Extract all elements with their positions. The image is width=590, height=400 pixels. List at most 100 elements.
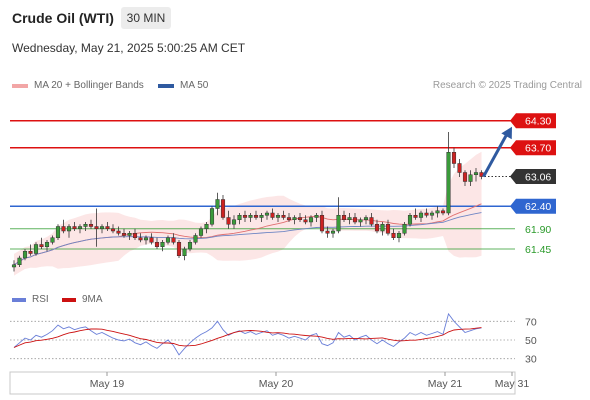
price-tag-text: 64.30 [525,116,551,128]
current-price-tag: 63.06 [510,169,556,185]
candle [209,206,215,227]
candle [319,210,325,234]
candle-body [347,217,352,220]
candle-body [413,215,418,218]
candle-body [61,226,66,232]
candle [248,213,253,222]
candle-body [171,237,176,243]
candle-body [160,242,165,247]
candle-body [369,217,374,225]
candle [435,206,440,218]
candle-body [259,215,264,218]
candle-body [198,228,204,236]
candle-body [325,230,330,234]
instrument-title: Crude Oil (WTI) [12,10,114,26]
candle-body [446,152,451,214]
ma9-label: 9MA [82,294,103,305]
candle [226,210,231,229]
candle-body [231,219,237,225]
candle-body [33,244,39,254]
legend-rsi: RSI [12,294,49,305]
ma20-swatch [12,83,28,88]
candle [457,159,462,177]
ma50-label: MA 50 [180,80,209,91]
candle-body [28,251,33,254]
candle [462,170,468,186]
interval-selector[interactable]: 30 MIN [121,7,171,29]
candle-body [308,217,314,223]
candle-body [83,224,88,227]
candle-body [77,226,83,229]
candle [149,233,154,245]
candle-body [319,215,325,232]
candle-body [380,224,385,232]
candle [407,213,413,227]
candle-body [165,237,171,243]
candle [237,213,242,225]
candle [198,226,204,238]
candle-body [435,210,440,214]
price-tag-text: 63.70 [525,143,551,155]
candle [17,255,22,267]
rsi-ma9-line [13,327,482,348]
candle [363,215,369,225]
candle [165,235,171,245]
candle [352,213,358,225]
candle [121,228,127,238]
rsi-swatch [12,297,26,302]
candle-body [451,152,457,164]
candle-body [363,217,369,220]
x-tick-label: May 21 [428,378,463,390]
candle-body [253,215,259,218]
price-tag-box [510,113,556,129]
candle [281,210,286,220]
candle-body [116,230,121,234]
candle-body [209,208,215,225]
candle-body [182,248,187,256]
candle [292,215,297,225]
candle [446,132,451,216]
candle [160,240,165,252]
candle-body [281,215,286,218]
candle [270,208,275,220]
candle [154,237,160,249]
candle [193,233,198,245]
candle [330,228,336,238]
candle [429,210,435,220]
candle [66,224,72,238]
candle [116,226,121,236]
candle-body [297,217,303,220]
level-label-61.90: 61.90 [525,224,551,236]
candle [418,210,424,222]
candle [22,249,28,261]
price-tag-box [510,140,556,156]
candle [314,213,319,222]
candle [264,210,270,220]
candle-body [50,237,55,243]
candle [110,224,116,234]
candle-body [88,224,94,227]
candle-body [149,237,154,243]
candle-body [220,199,226,218]
price-tag-text: 63.06 [525,171,551,183]
candle [369,213,374,227]
candle-body [358,219,363,223]
candle-body [193,235,198,243]
candle [308,215,314,227]
candle [61,219,66,234]
candle [220,195,226,220]
candle-body [275,215,281,218]
candle [303,215,308,225]
candle-body [39,244,44,247]
candle [374,219,380,234]
candle-body [226,217,231,225]
candle-body [424,212,429,216]
candle [204,222,209,234]
price-tag-text: 62.40 [525,201,551,213]
candle-body [127,233,132,236]
candle [171,233,176,245]
rsi-line [13,312,482,356]
candle [341,210,347,222]
candle [77,224,83,234]
